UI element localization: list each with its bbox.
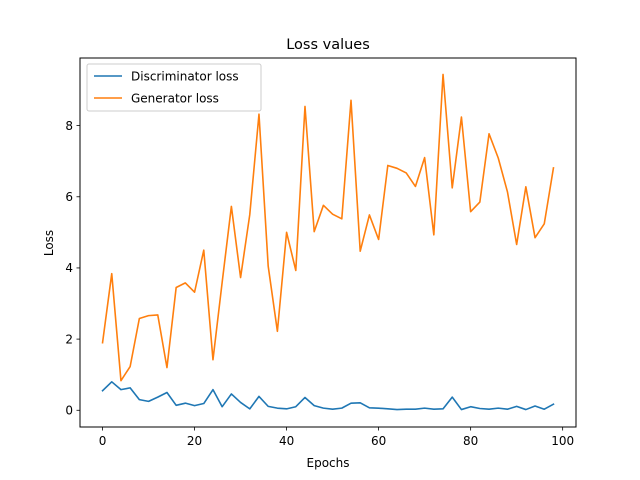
x-tick-label: 80 — [463, 434, 478, 448]
y-tick-label: 6 — [65, 190, 73, 204]
series-line-discriminator — [101, 381, 555, 411]
x-tick-label: 100 — [551, 434, 574, 448]
chart-title: Loss values — [286, 37, 370, 53]
y-axis-label: Loss — [42, 230, 56, 256]
plot-area — [101, 73, 555, 411]
legend-label-discriminator: Discriminator loss — [131, 70, 239, 84]
y-tick-label: 4 — [65, 261, 73, 275]
legend-box — [86, 63, 262, 112]
x-tick-label: 20 — [187, 434, 202, 448]
y-tick-label: 0 — [65, 404, 73, 418]
x-tick-label: 40 — [279, 434, 294, 448]
y-tick-label: 2 — [65, 332, 73, 346]
legend: Discriminator loss Generator loss — [86, 63, 262, 112]
x-tick-label: 0 — [99, 434, 107, 448]
axis-ticks: 0 20 40 60 80 100 0 2 4 6 8 — [65, 119, 574, 448]
axes-frame — [79, 57, 577, 428]
x-axis-label: Epochs — [307, 456, 350, 470]
legend-label-generator: Generator loss — [131, 92, 219, 106]
series-line-generator — [101, 73, 555, 382]
x-tick-label: 60 — [371, 434, 386, 448]
y-tick-label: 8 — [65, 119, 73, 133]
